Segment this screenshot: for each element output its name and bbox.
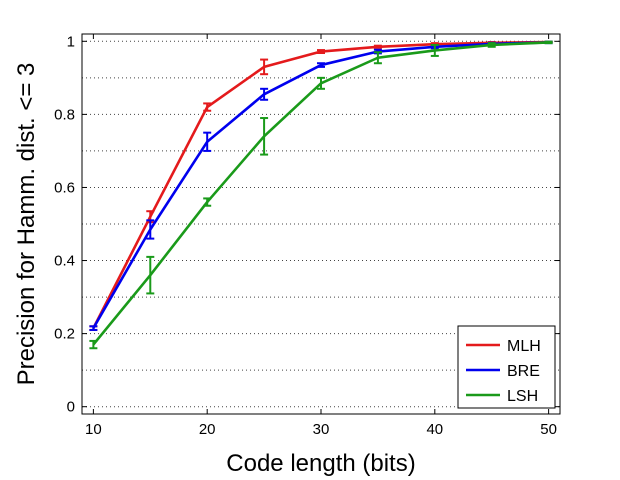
error-bar — [487, 42, 496, 48]
error-bar — [317, 76, 325, 90]
y-tick-label: 0.8 — [54, 106, 75, 123]
y-tick-label: 0.6 — [54, 179, 75, 196]
axis-ticks: 10 20 30 40 50 0 0.2 0.4 0.6 0.8 1 — [54, 33, 560, 438]
y-tick-label: 0.4 — [54, 253, 75, 270]
legend-label-bre: BRE — [507, 363, 540, 380]
y-tick-label: 1 — [67, 33, 75, 50]
error-bar — [89, 325, 98, 331]
error-bar — [544, 40, 553, 45]
error-bar — [430, 43, 439, 57]
legend: MLH BRE LSH — [457, 325, 556, 409]
error-bar — [146, 255, 155, 295]
x-tick-label: 10 — [85, 421, 102, 438]
series-lsh — [89, 40, 553, 350]
error-bar — [317, 49, 325, 54]
y-axis-title: Precision for Hamm. dist. <= 3 — [13, 63, 40, 386]
error-bar — [373, 44, 382, 49]
x-tick-label: 20 — [199, 421, 216, 438]
error-bar — [317, 62, 325, 68]
error-bar — [203, 102, 212, 112]
error-bar — [260, 117, 269, 156]
error-bar — [203, 131, 212, 152]
series-bre — [89, 40, 553, 331]
legend-label-lsh: LSH — [507, 388, 538, 405]
series-layer — [89, 40, 553, 350]
x-tick-label: 40 — [426, 421, 443, 438]
error-bar — [146, 219, 155, 240]
error-bar — [373, 51, 382, 65]
error-bar — [260, 58, 269, 76]
error-bar — [89, 339, 98, 350]
legend-label-mlh: MLH — [507, 338, 541, 355]
x-axis-title: Code length (bits) — [226, 450, 415, 477]
x-tick-label: 30 — [313, 421, 330, 438]
error-bar — [260, 87, 269, 101]
error-bar — [203, 197, 212, 207]
y-tick-label: 0.2 — [54, 326, 75, 343]
y-tick-label: 0 — [67, 399, 75, 416]
x-tick-label: 50 — [540, 421, 557, 438]
